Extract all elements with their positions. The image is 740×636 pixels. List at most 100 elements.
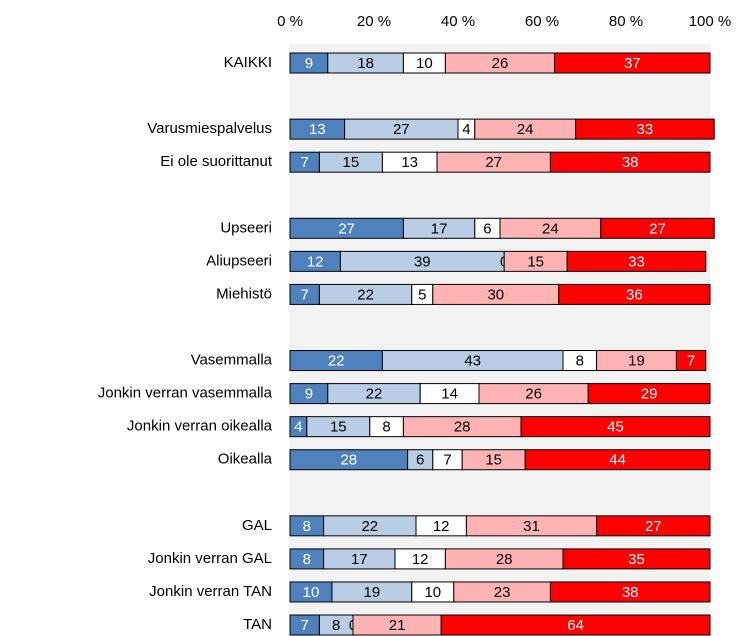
bar-segment [566, 250, 707, 272]
data-label: 27 [393, 121, 410, 138]
data-label: 10 [424, 584, 441, 601]
data-label: 12 [412, 551, 429, 568]
data-label: 33 [628, 253, 645, 270]
data-label: 9 [305, 55, 313, 72]
data-label: 18 [357, 55, 374, 72]
data-label: 10 [416, 55, 433, 72]
data-label: 33 [637, 121, 654, 138]
data-label: 15 [330, 419, 347, 436]
bar-segment [600, 217, 715, 239]
data-label: 28 [340, 452, 357, 469]
data-label: 8 [303, 551, 311, 568]
bar-segment [587, 383, 711, 405]
data-label: 7 [301, 617, 309, 634]
x-tick-label: 40 % [441, 13, 475, 30]
data-label: 30 [487, 286, 504, 303]
data-label: 8 [332, 617, 340, 634]
data-label: 24 [517, 121, 534, 138]
bar-segment [549, 581, 711, 603]
data-label: 21 [389, 617, 406, 634]
bar-segment [562, 548, 711, 570]
category-label: Varusmiespalvelus [147, 120, 272, 137]
x-tick-label: 60 % [525, 13, 559, 30]
data-label: 15 [527, 253, 544, 270]
bar-segment [524, 449, 711, 471]
data-label: 13 [309, 121, 326, 138]
data-label: 28 [496, 551, 513, 568]
x-tick-label: 20 % [357, 13, 391, 30]
data-label: 22 [357, 286, 374, 303]
category-label: GAL [242, 517, 272, 534]
data-label: 4 [294, 419, 302, 436]
bar-segment [554, 52, 711, 74]
data-label: 6 [483, 220, 491, 237]
data-label: 64 [567, 617, 584, 634]
data-label: 12 [307, 253, 324, 270]
data-label: 29 [641, 386, 658, 403]
data-label: 23 [494, 584, 511, 601]
category-label: Upseeri [220, 219, 272, 236]
bar-segment [596, 515, 711, 537]
data-label: 19 [364, 584, 381, 601]
plot-background [290, 44, 710, 636]
bar-segment [558, 283, 711, 305]
data-label: 7 [301, 286, 309, 303]
data-label: 7 [301, 154, 309, 171]
bar-segment [549, 151, 711, 173]
category-label: KAIKKI [224, 54, 272, 71]
data-label: 17 [431, 220, 448, 237]
data-label: 27 [338, 220, 355, 237]
bar-segment [675, 350, 707, 372]
category-label: Jonkin verran oikealla [127, 418, 273, 435]
data-label: 15 [343, 154, 360, 171]
data-label: 15 [485, 452, 502, 469]
data-label: 36 [626, 286, 643, 303]
data-label: 14 [441, 386, 458, 403]
category-label: Jonkin verran TAN [149, 583, 272, 600]
data-label: 38 [622, 584, 639, 601]
data-label: 12 [433, 518, 450, 535]
x-tick-label: 0 % [277, 13, 303, 30]
data-label: 26 [492, 55, 509, 72]
data-label: 37 [624, 55, 641, 72]
category-label: Aliupseeri [206, 252, 272, 269]
data-label: 45 [607, 419, 624, 436]
bar-segment [575, 118, 715, 140]
category-label: Ei ole suorittanut [160, 153, 273, 170]
x-tick-label: 80 % [609, 13, 643, 30]
data-label: 27 [485, 154, 502, 171]
bar-segment [520, 416, 711, 438]
data-label: 35 [628, 551, 645, 568]
category-label: Vasemmalla [191, 352, 273, 369]
data-label: 8 [382, 419, 390, 436]
data-label: 22 [328, 353, 345, 370]
x-tick-label: 100 % [689, 13, 732, 30]
data-label: 38 [622, 154, 639, 171]
data-label: 7 [687, 353, 695, 370]
data-label: 13 [401, 154, 418, 171]
data-label: 8 [303, 518, 311, 535]
data-label: 26 [525, 386, 542, 403]
category-label: Miehistö [216, 285, 272, 302]
data-label: 17 [351, 551, 368, 568]
data-label: 22 [366, 386, 383, 403]
data-label: 24 [542, 220, 559, 237]
data-label: 7 [443, 452, 451, 469]
data-label: 27 [649, 220, 666, 237]
data-label: 22 [361, 518, 378, 535]
category-label: Jonkin verran vasemmalla [98, 385, 273, 402]
data-label: 28 [454, 419, 471, 436]
category-label: Oikealla [218, 451, 273, 468]
category-label: TAN [243, 616, 272, 633]
data-label: 31 [523, 518, 540, 535]
data-label: 6 [416, 452, 424, 469]
data-label: 27 [645, 518, 662, 535]
data-label: 4 [462, 121, 470, 138]
data-label: 8 [576, 353, 584, 370]
category-label: Jonkin verran GAL [148, 550, 272, 567]
data-label: 5 [418, 286, 426, 303]
data-label: 19 [628, 353, 645, 370]
data-label: 43 [464, 353, 481, 370]
data-label: 10 [303, 584, 320, 601]
